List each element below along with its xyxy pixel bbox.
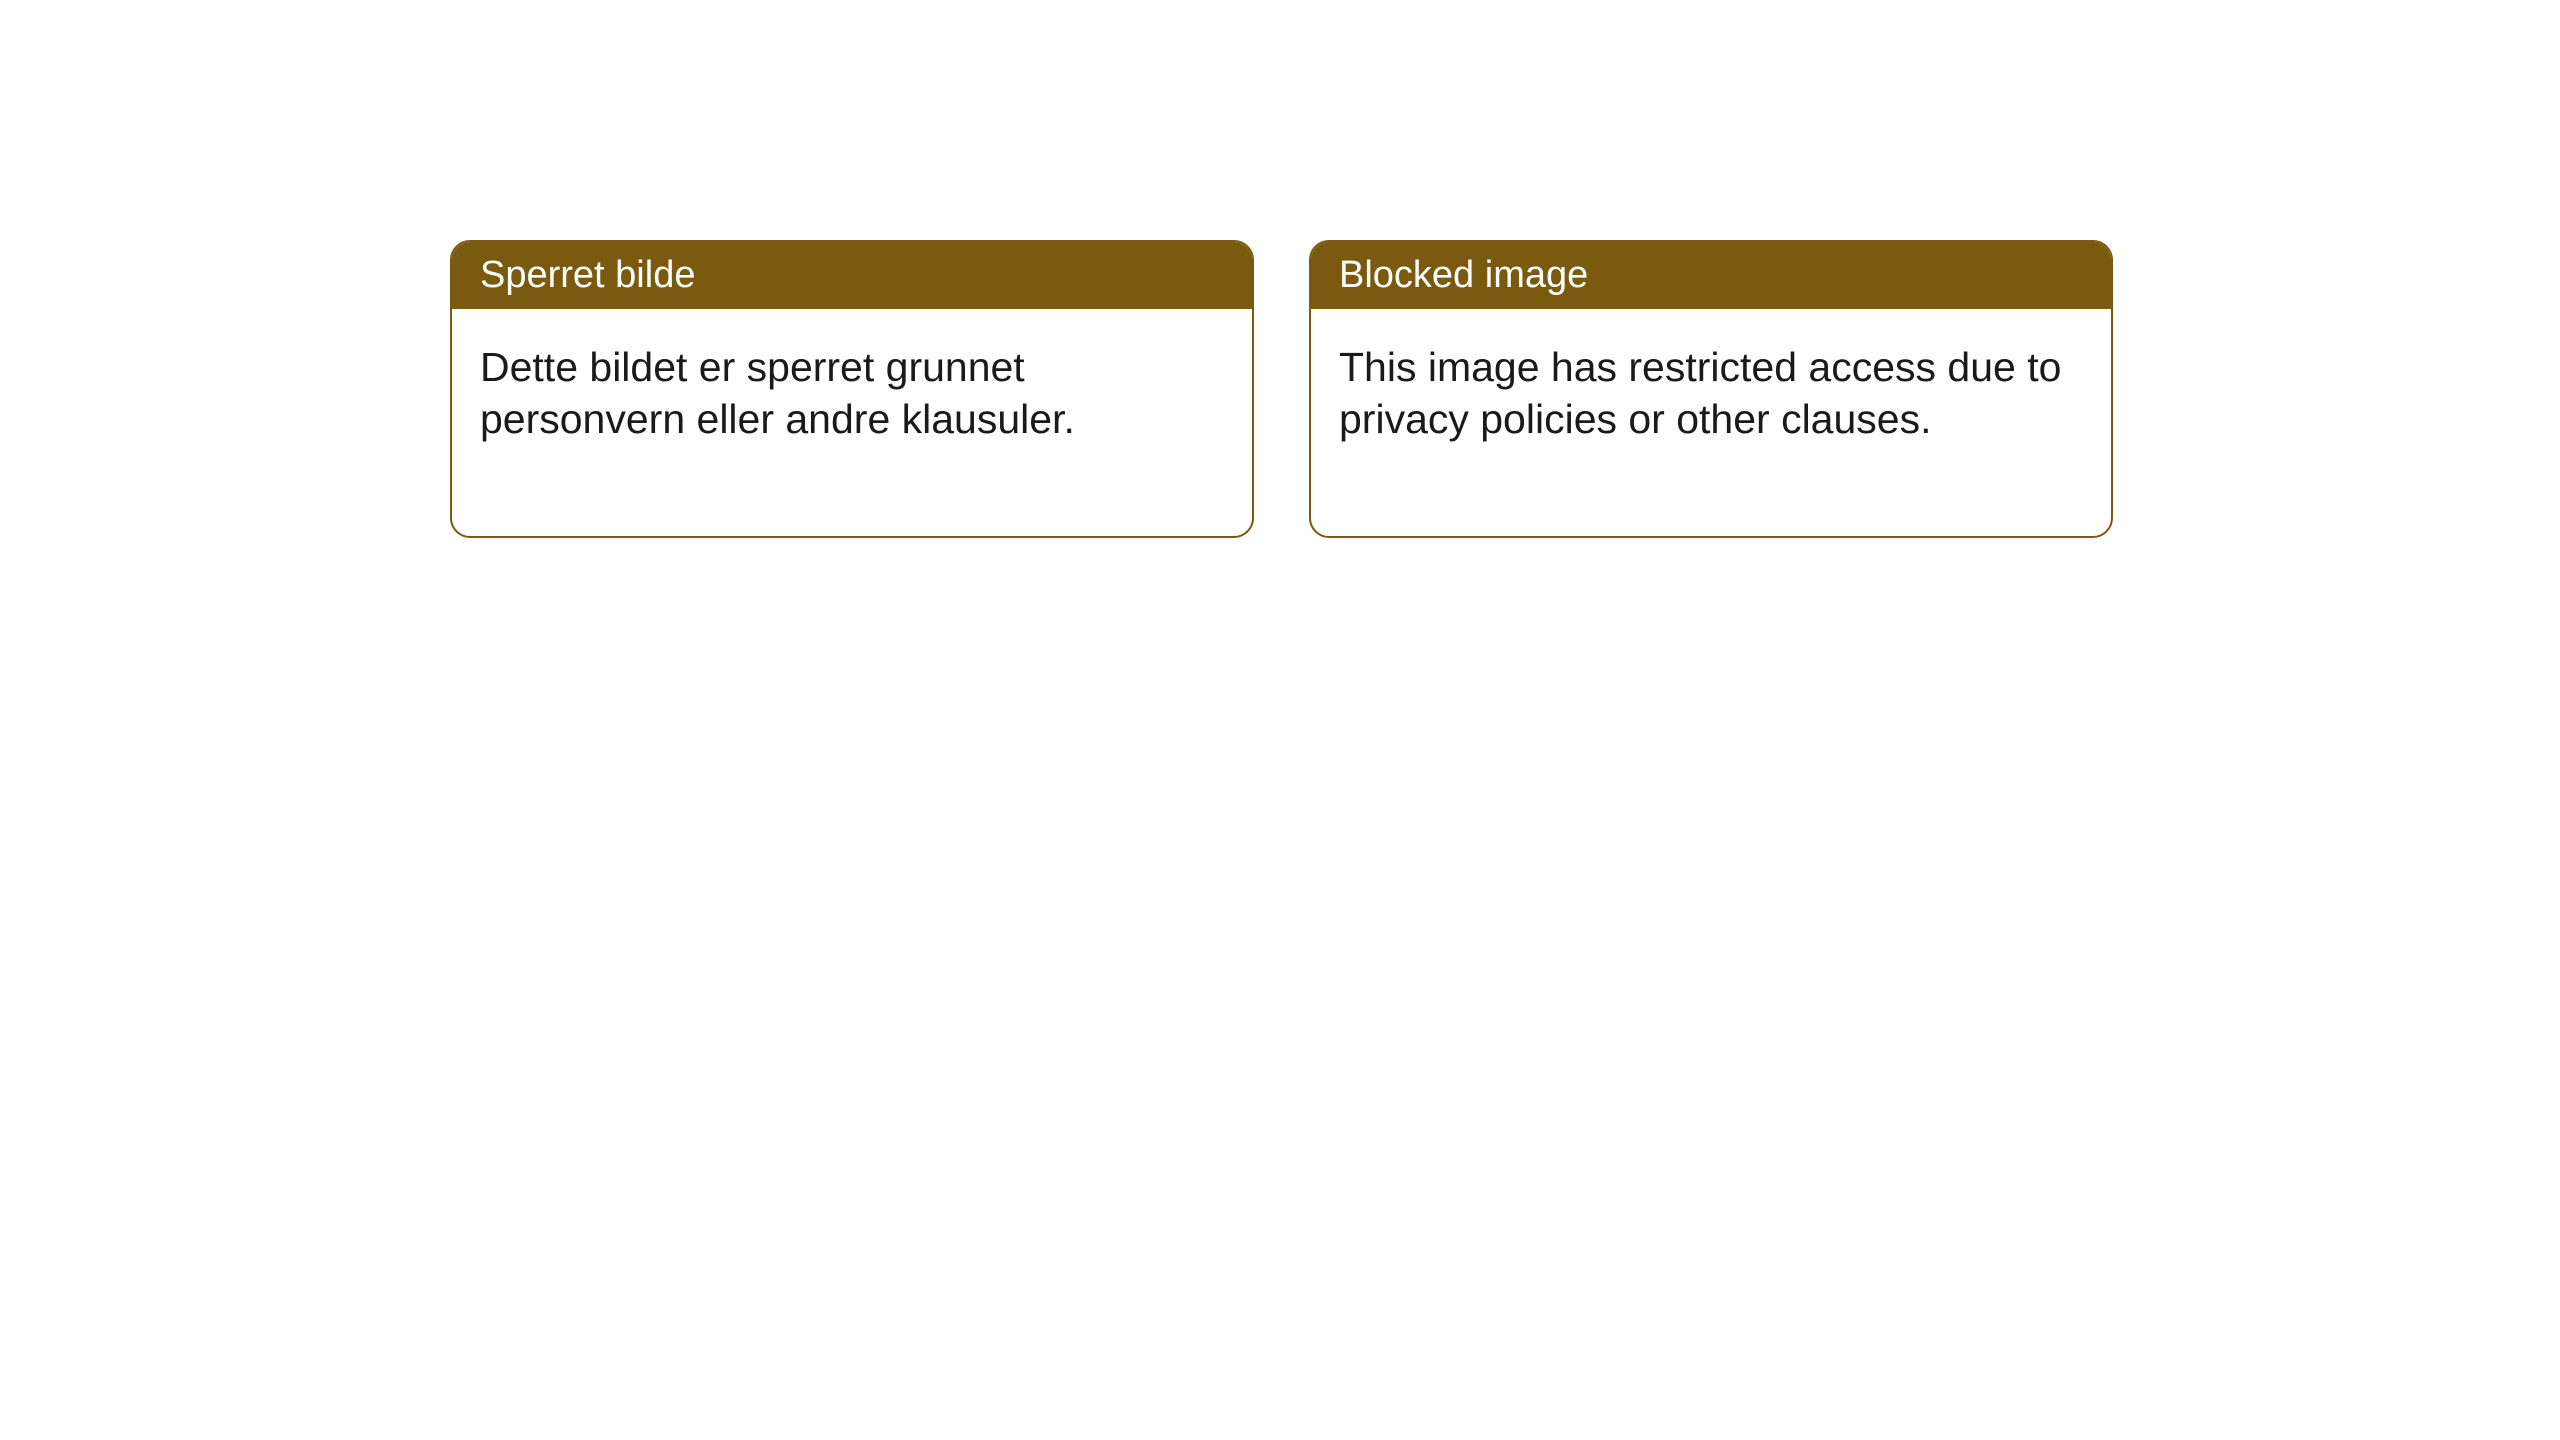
notice-box-english: Blocked image This image has restricted … — [1309, 240, 2113, 538]
notice-header-norwegian: Sperret bilde — [452, 242, 1252, 309]
notice-container: Sperret bilde Dette bildet er sperret gr… — [450, 240, 2113, 538]
notice-message-norwegian: Dette bildet er sperret grunnet personve… — [452, 309, 1252, 536]
notice-box-norwegian: Sperret bilde Dette bildet er sperret gr… — [450, 240, 1254, 538]
notice-header-english: Blocked image — [1311, 242, 2111, 309]
notice-message-english: This image has restricted access due to … — [1311, 309, 2111, 536]
